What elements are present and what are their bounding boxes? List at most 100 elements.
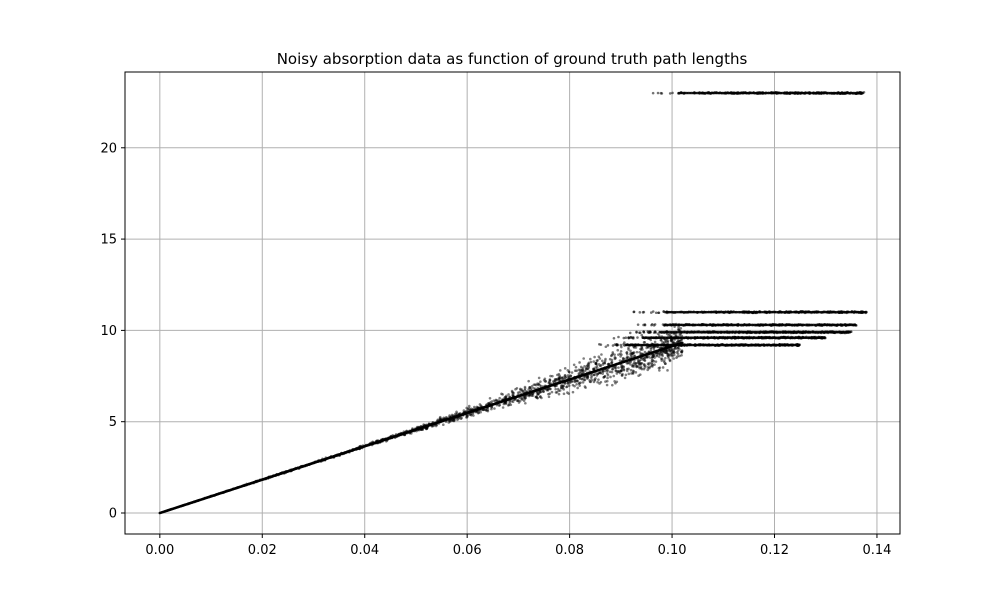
data-point bbox=[675, 356, 678, 360]
y-tick-label: 10 bbox=[100, 324, 117, 339]
data-point bbox=[629, 368, 633, 372]
data-point bbox=[638, 331, 642, 335]
data-point bbox=[619, 362, 622, 366]
data-point bbox=[614, 369, 618, 373]
data-point bbox=[677, 340, 681, 344]
data-point bbox=[438, 415, 442, 419]
data-point bbox=[501, 406, 505, 409]
y-tick-label: 0 bbox=[109, 507, 117, 522]
data-point bbox=[664, 362, 667, 365]
data-point bbox=[617, 353, 620, 356]
data-point bbox=[613, 357, 617, 361]
data-point bbox=[622, 357, 625, 361]
data-point bbox=[621, 359, 624, 363]
data-point bbox=[525, 392, 529, 395]
data-point bbox=[649, 311, 653, 314]
data-point bbox=[469, 413, 472, 417]
data-point bbox=[442, 423, 445, 427]
data-point bbox=[598, 343, 601, 346]
data-point bbox=[358, 447, 361, 450]
data-point bbox=[643, 350, 647, 354]
data-point bbox=[563, 374, 567, 377]
data-point bbox=[409, 430, 413, 433]
data-point bbox=[577, 368, 581, 372]
data-point bbox=[662, 310, 666, 313]
data-point bbox=[592, 373, 596, 377]
data-point bbox=[583, 365, 586, 368]
data-point bbox=[520, 392, 523, 396]
data-point bbox=[619, 343, 623, 347]
plot-frame bbox=[124, 71, 901, 535]
data-point bbox=[465, 416, 468, 419]
data-point bbox=[592, 380, 596, 384]
data-point bbox=[500, 400, 503, 404]
data-point bbox=[384, 439, 388, 443]
data-point bbox=[358, 445, 362, 448]
data-point bbox=[627, 372, 631, 376]
data-point bbox=[654, 360, 658, 363]
data-point bbox=[348, 450, 351, 454]
data-point bbox=[574, 365, 578, 369]
data-point bbox=[672, 351, 675, 355]
data-point bbox=[609, 375, 612, 379]
data-point bbox=[853, 323, 857, 327]
data-point bbox=[618, 371, 622, 375]
data-point bbox=[662, 359, 666, 362]
data-point bbox=[613, 366, 617, 370]
data-point bbox=[579, 381, 582, 384]
data-point bbox=[599, 371, 602, 375]
x-tick-label: 0.00 bbox=[145, 543, 174, 558]
data-point bbox=[634, 371, 638, 374]
data-point bbox=[651, 365, 654, 368]
data-point bbox=[630, 351, 634, 355]
data-point bbox=[396, 434, 399, 438]
data-point bbox=[509, 403, 513, 407]
data-point bbox=[214, 493, 218, 496]
data-point bbox=[617, 366, 620, 369]
data-point bbox=[637, 374, 640, 378]
data-point bbox=[589, 360, 593, 364]
data-point bbox=[668, 92, 672, 95]
data-point bbox=[668, 359, 672, 363]
data-point bbox=[503, 400, 507, 403]
data-point bbox=[283, 470, 286, 474]
data-point bbox=[440, 417, 444, 421]
data-point bbox=[515, 395, 519, 399]
data-point bbox=[627, 367, 630, 371]
data-point bbox=[496, 402, 499, 405]
data-point bbox=[354, 448, 358, 451]
data-point bbox=[565, 379, 569, 382]
data-point bbox=[527, 379, 530, 383]
data-point bbox=[643, 323, 647, 326]
data-point bbox=[507, 404, 510, 407]
data-point bbox=[375, 440, 378, 443]
data-point bbox=[616, 343, 620, 347]
data-point bbox=[576, 386, 579, 390]
data-point bbox=[669, 339, 673, 342]
data-point bbox=[657, 311, 661, 315]
data-point bbox=[421, 426, 425, 430]
data-point bbox=[286, 470, 290, 473]
data-point bbox=[610, 354, 613, 358]
data-point bbox=[369, 442, 372, 446]
data-point bbox=[536, 392, 540, 396]
data-point bbox=[462, 409, 466, 412]
x-tick-label: 0.06 bbox=[453, 543, 482, 558]
data-point bbox=[558, 374, 561, 378]
data-point bbox=[604, 357, 607, 361]
data-point bbox=[585, 364, 589, 368]
data-point bbox=[635, 331, 638, 334]
data-point bbox=[539, 380, 542, 383]
data-point bbox=[668, 354, 672, 357]
data-point bbox=[649, 349, 653, 353]
data-point bbox=[614, 381, 617, 385]
data-point bbox=[271, 474, 275, 478]
data-point bbox=[548, 384, 552, 387]
data-point bbox=[587, 363, 591, 366]
data-point bbox=[507, 393, 510, 396]
data-point bbox=[333, 455, 336, 458]
data-point bbox=[668, 347, 671, 350]
data-point bbox=[568, 381, 571, 384]
data-point bbox=[598, 382, 601, 385]
data-point bbox=[848, 330, 852, 334]
